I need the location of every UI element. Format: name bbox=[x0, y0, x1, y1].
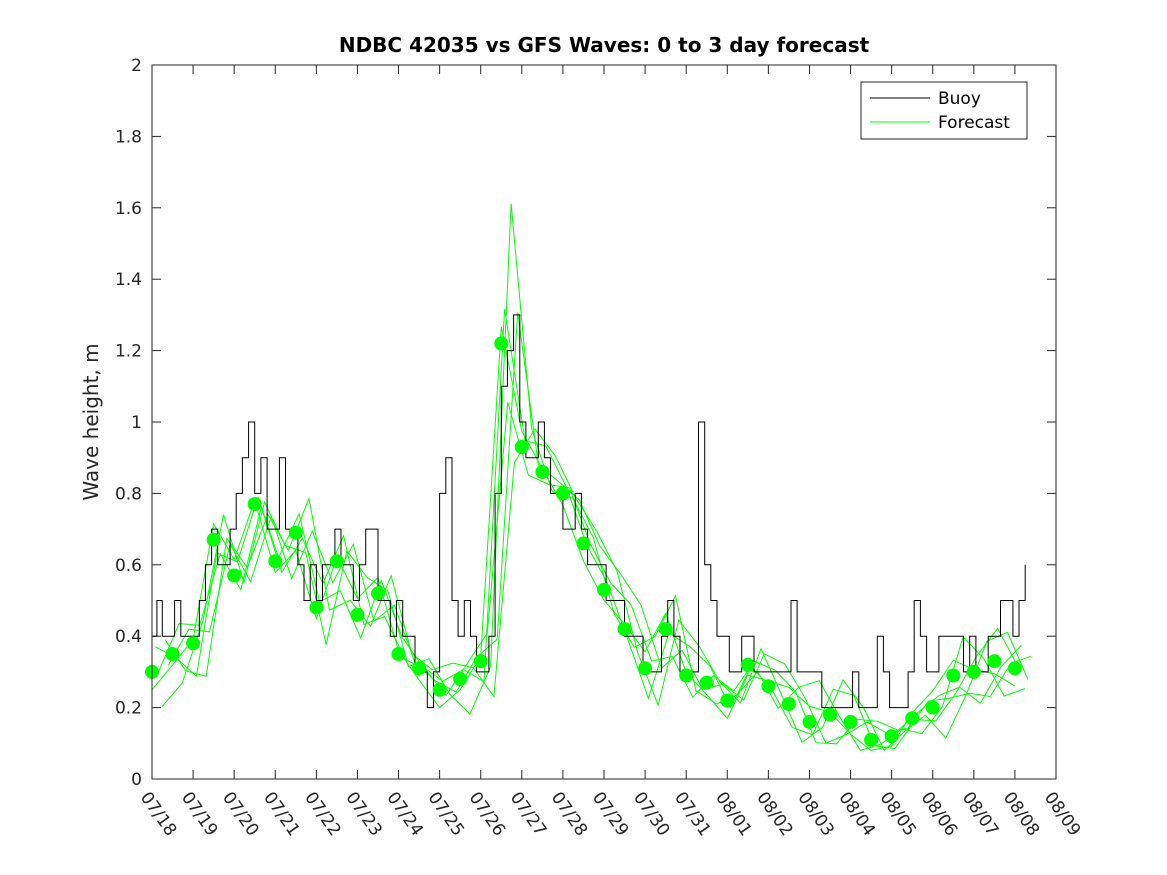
forecast-point bbox=[884, 729, 899, 744]
forecast-point bbox=[247, 497, 262, 512]
forecast-point bbox=[597, 582, 611, 597]
forecast-point bbox=[473, 654, 488, 669]
forecast-point bbox=[761, 679, 776, 694]
forecast-point bbox=[350, 607, 365, 622]
forecast-point bbox=[1007, 661, 1022, 676]
forecast-point bbox=[371, 586, 385, 601]
forecast-point bbox=[617, 622, 632, 637]
legend-forecast-label: Forecast bbox=[938, 113, 1010, 133]
forecast-point bbox=[453, 672, 468, 686]
y-tick-label: 1.8 bbox=[115, 127, 142, 147]
forecast-point bbox=[555, 486, 570, 501]
forecast-point bbox=[514, 440, 529, 454]
y-tick-label: 2 bbox=[131, 56, 142, 76]
forecast-point bbox=[165, 647, 180, 661]
forecast-point bbox=[638, 661, 653, 676]
forecast-point bbox=[679, 668, 694, 683]
forecast-point bbox=[699, 675, 714, 690]
y-tick-label: 1 bbox=[131, 413, 142, 433]
forecast-point bbox=[905, 711, 920, 726]
series-layer bbox=[145, 203, 1032, 752]
y-tick-label: 1.6 bbox=[115, 199, 142, 219]
plot-area bbox=[152, 65, 1056, 779]
y-tick-label: 1.2 bbox=[115, 342, 142, 362]
y-axis-label: Wave height, m bbox=[79, 343, 103, 500]
forecast-point bbox=[288, 525, 303, 540]
forecast-point bbox=[576, 536, 591, 551]
y-tick-label: 1.4 bbox=[115, 270, 142, 290]
legend-box bbox=[860, 81, 1028, 140]
axes-box bbox=[151, 64, 1057, 780]
forecast-point bbox=[412, 661, 427, 676]
forecast-point bbox=[864, 732, 879, 747]
forecast-point bbox=[432, 682, 447, 697]
forecast-point bbox=[391, 647, 406, 661]
forecast-point bbox=[966, 664, 981, 679]
forecast-point bbox=[268, 554, 283, 569]
legend: Buoy Forecast bbox=[860, 81, 1028, 140]
forecast-point bbox=[658, 622, 673, 637]
forecast-point bbox=[227, 568, 242, 583]
forecast-point bbox=[843, 714, 858, 729]
y-tick-label: 0.4 bbox=[115, 627, 142, 647]
forecast-point bbox=[329, 554, 344, 569]
forecast-point bbox=[823, 707, 837, 722]
forecast-run-line bbox=[164, 428, 1029, 752]
y-tick-label: 0.8 bbox=[115, 484, 142, 504]
legend-buoy-label: Buoy bbox=[938, 89, 981, 109]
y-tick-label: 0 bbox=[131, 770, 142, 790]
forecast-point bbox=[987, 654, 1002, 669]
forecast-point bbox=[946, 668, 961, 683]
y-axis-ticks: 0 0.2 0.4 0.6 0.8 1 1.2 1.4 1.6 1.8 2 bbox=[115, 56, 1056, 790]
forecast-point bbox=[309, 600, 324, 615]
forecast-point bbox=[186, 636, 201, 651]
y-tick-label: 0.6 bbox=[115, 556, 142, 576]
forecast-point bbox=[720, 693, 735, 708]
forecast-point bbox=[535, 465, 550, 479]
forecast-run-line bbox=[151, 327, 1016, 751]
chart-title: NDBC 42035 vs GFS Waves: 0 to 3 day fore… bbox=[339, 33, 870, 57]
forecast-point bbox=[206, 532, 221, 547]
forecast-point bbox=[740, 657, 755, 672]
forecast-point bbox=[781, 697, 796, 711]
forecast-point bbox=[494, 336, 509, 351]
y-tick-label: 0.2 bbox=[115, 699, 142, 719]
buoy-line bbox=[152, 314, 1026, 709]
forecast-point bbox=[802, 714, 817, 729]
forecast-point bbox=[925, 700, 940, 715]
